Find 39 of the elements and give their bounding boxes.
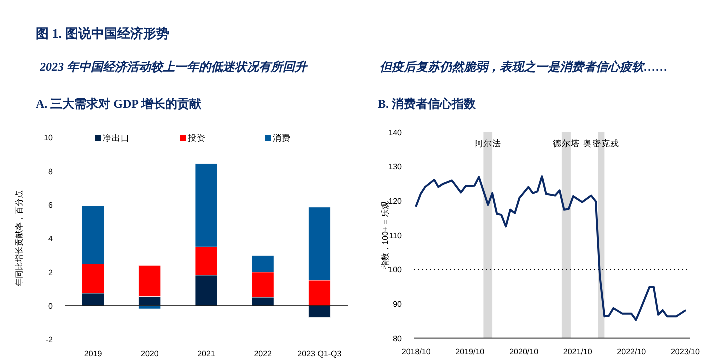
x-tick-label: 2021/10 [563,347,593,356]
x-tick-label: 2022 [254,350,273,359]
y-tick-label: 80 [393,334,403,344]
x-tick-label: 2020/10 [510,347,540,356]
x-tick-label: 2021 [198,350,216,359]
y-axis-title: 指数，100+ = 乐观 [381,202,390,270]
y-tick-label: 0 [48,302,54,312]
y-tick-label: 4 [48,234,54,244]
x-tick-label: 2019 [84,350,103,359]
y-tick-label: 10 [44,134,54,143]
band-label: 德尔塔 [552,138,580,148]
chart-title: A. 三大需求对 GDP 增长的贡献 [36,97,202,111]
x-tick-label: 2023/10 [670,347,700,356]
y-tick-label: 120 [388,196,403,206]
line-series [415,176,686,322]
y-tick-label: 8 [48,167,54,176]
y-tick-label: 90 [393,300,403,309]
chart-subtitle: 2023 年中国经济活动较上一年的低迷状况有所回升 [40,60,309,74]
y-tick-label: 2 [48,268,54,278]
y-tick-label: -2 [46,336,54,345]
x-tick-label: 2018/10 [402,347,432,356]
x-tick-label: 2022/10 [617,347,647,356]
chart-subtitle: 但疫后复苏仍然脆弱，表现之一是消费者信心疲软…… [380,60,669,74]
legend-label: 净出口 [103,133,130,143]
caption: 图 1. 图说中国经济形势 [36,26,170,41]
y-axis-title: 年同比增长贡献率，百分点 [15,190,24,287]
y-tick-label: 140 [388,128,403,138]
y-tick-label: 6 [48,201,54,210]
y-tick-label: 100 [388,266,403,275]
y-tick-label: 110 [389,231,403,240]
legend-label: 消费 [273,133,291,143]
x-tick-label: 2019/10 [456,347,486,356]
band-label: 奥密克戎 [583,138,620,148]
x-tick-label: 2020 [141,350,160,359]
legend-label: 投资 [187,133,206,143]
y-tick-label: 130 [388,162,403,172]
chart-title: B. 消费者信心指数 [378,97,478,111]
band-label: 阿尔法 [474,138,502,148]
x-tick-label: 2023 Q1-Q3 [298,350,342,359]
